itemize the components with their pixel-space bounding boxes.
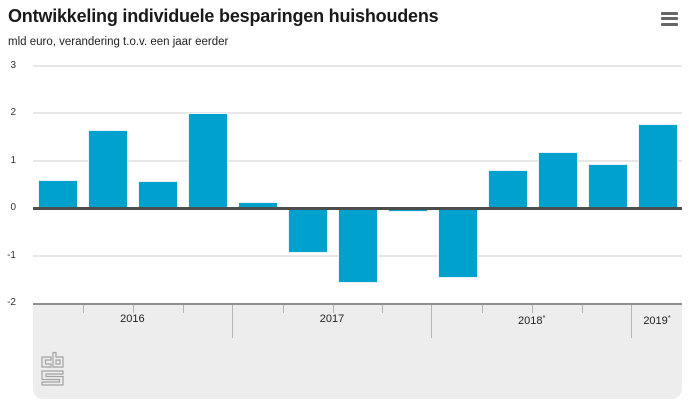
year-label: 2018* (518, 313, 546, 327)
provisional-marker: * (542, 313, 546, 322)
x-axis-group: 2019* (632, 305, 682, 338)
gridline (33, 112, 682, 115)
x-axis-band: 2016 2017 2018* 2019* (33, 303, 682, 338)
bar[interactable] (288, 208, 329, 254)
provisional-marker: * (667, 313, 671, 322)
quarter-tick (282, 305, 284, 313)
quarter-tick (332, 305, 334, 313)
chart-subtitle: mld euro, verandering t.o.v. een jaar ee… (8, 36, 229, 48)
quarter-tick (582, 305, 584, 313)
menu-button[interactable] (659, 11, 679, 29)
x-axis-group: 2018* (432, 305, 633, 338)
bar[interactable] (537, 151, 578, 209)
quarter-tick (532, 305, 534, 313)
gridline (33, 65, 682, 67)
y-tick-label: 3 (10, 60, 16, 71)
year-label: 2017 (319, 313, 345, 325)
bar[interactable] (338, 208, 378, 283)
hamburger-menu-icon (659, 11, 679, 26)
year-label: 2016 (120, 313, 145, 325)
bar[interactable] (138, 181, 179, 209)
gridline (33, 159, 682, 162)
quarter-tick (182, 305, 184, 313)
quarter-tick (482, 305, 484, 313)
y-tick-label: -1 (7, 249, 16, 261)
footer-panel (33, 338, 682, 399)
zero-line (33, 206, 682, 210)
bar[interactable] (88, 129, 129, 209)
bar[interactable] (587, 164, 628, 209)
year-label: 2019* (643, 313, 671, 327)
quarter-tick (382, 305, 384, 313)
y-tick-label: 1 (10, 154, 16, 166)
bar[interactable] (437, 208, 478, 279)
plot-area (33, 65, 682, 303)
x-axis-group: 2016 (33, 305, 233, 338)
bar[interactable] (487, 170, 528, 209)
y-tick-label: 0 (10, 202, 16, 214)
chart-title: Ontwikkeling individuele besparingen hui… (8, 6, 439, 26)
bar[interactable] (38, 179, 79, 209)
y-tick-label: -2 (7, 297, 16, 308)
quarter-tick (82, 305, 84, 313)
cbs-logo (41, 351, 64, 386)
bar[interactable] (637, 124, 678, 209)
y-tick-label: 2 (10, 107, 16, 119)
x-axis-group: 2017 (233, 305, 433, 338)
bar[interactable] (188, 113, 229, 209)
quarter-tick (132, 305, 134, 313)
